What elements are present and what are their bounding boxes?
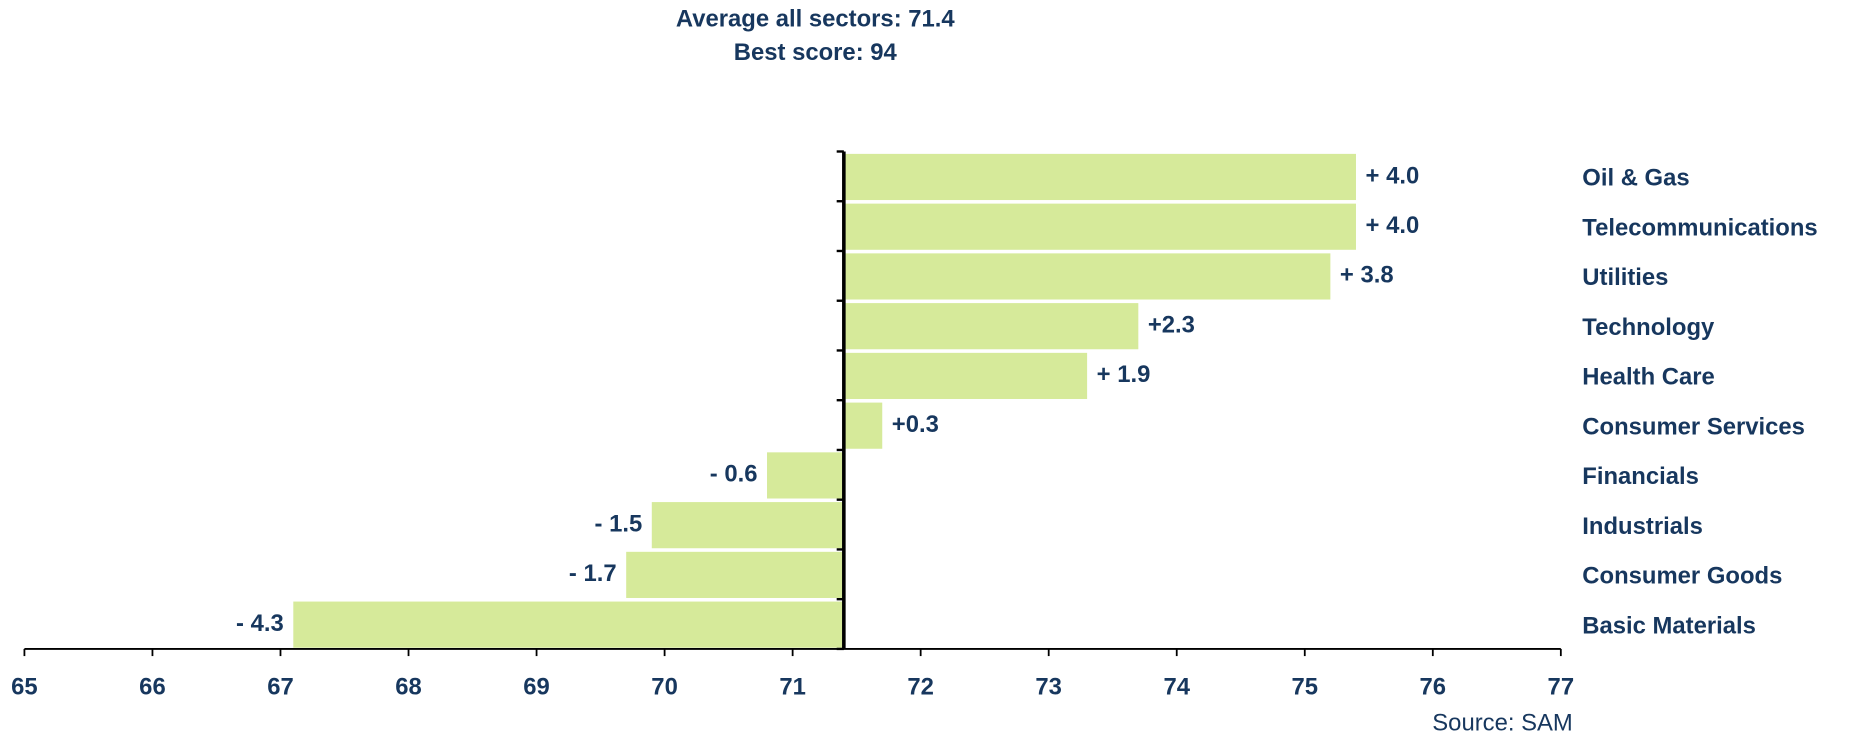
value-label: - 1.5	[595, 510, 643, 537]
value-label: + 1.9	[1097, 361, 1151, 388]
x-tick-label: 70	[651, 674, 678, 701]
x-tick-label: 72	[907, 674, 934, 701]
value-label: + 3.8	[1340, 262, 1394, 289]
bar	[843, 153, 1356, 201]
category-label: Basic Materials	[1582, 612, 1756, 639]
x-tick-label: 76	[1420, 674, 1447, 701]
x-tick-label: 68	[395, 674, 422, 701]
category-label: Industrials	[1582, 513, 1703, 540]
value-label: - 4.3	[236, 610, 284, 637]
bar	[293, 601, 844, 648]
bar	[651, 502, 844, 549]
value-label: +2.3	[1148, 311, 1195, 338]
x-tick-label: 74	[1163, 674, 1190, 701]
bar	[843, 352, 1088, 400]
category-label: Health Care	[1582, 364, 1715, 391]
source: Source: SAM	[1432, 709, 1572, 736]
bar	[626, 551, 844, 598]
category-label: Oil & Gas	[1582, 165, 1689, 192]
value-label: - 1.7	[569, 560, 617, 587]
value-label: + 4.0	[1366, 212, 1420, 239]
x-tick-label: 77	[1548, 674, 1575, 701]
category-label: Consumer Services	[1582, 413, 1805, 440]
bar	[767, 452, 844, 499]
bar	[843, 253, 1331, 300]
chart-subtitle: Best score: 94	[734, 39, 898, 66]
x-tick-label: 75	[1292, 674, 1319, 701]
x-tick-label: 73	[1035, 674, 1062, 701]
category-label: Consumer Goods	[1582, 563, 1782, 590]
bar	[843, 402, 883, 449]
category-label: Technology	[1582, 314, 1715, 341]
category-label: Telecommunications	[1582, 214, 1817, 241]
x-tick-label: 71	[779, 674, 806, 701]
x-tick-label: 69	[523, 674, 550, 701]
bar	[843, 203, 1356, 250]
value-label: - 0.6	[710, 461, 758, 488]
x-tick-label: 67	[267, 674, 294, 701]
x-tick-label: 66	[139, 674, 166, 701]
value-label: +0.3	[892, 411, 939, 438]
chart-title: Average all sectors: 71.4	[676, 6, 956, 33]
category-label: Financials	[1582, 463, 1699, 490]
bar	[843, 303, 1139, 350]
x-tick-label: 65	[11, 674, 38, 701]
category-label: Utilities	[1582, 264, 1668, 291]
value-label: + 4.0	[1366, 162, 1420, 189]
